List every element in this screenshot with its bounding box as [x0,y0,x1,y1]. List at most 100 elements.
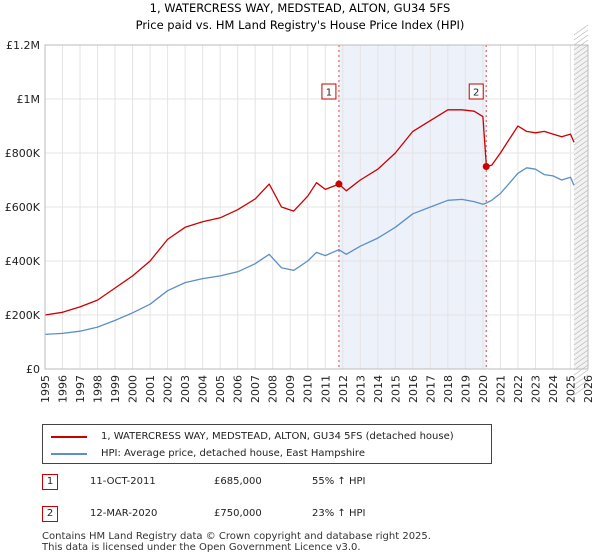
sale-badge-label: 1 [326,88,332,99]
sale-date: 12-MAR-2020 [90,508,158,519]
hatch-stroke [573,204,589,216]
hatch-stroke [573,209,589,221]
hatch-stroke [573,259,589,271]
hatch-stroke [573,219,589,231]
hatch-stroke [573,379,589,391]
attribution-line-1: Contains HM Land Registry data © Crown c… [42,531,431,542]
sale-badge-label: 2 [473,88,479,99]
hatch-stroke [573,319,589,331]
x-tick-label: 2026 [582,375,595,403]
hatch-stroke [573,24,589,36]
hatch-stroke [573,64,589,76]
sale-price: £685,000 [214,476,262,487]
hatch-stroke [573,49,589,61]
x-tick-label: 2005 [214,375,227,403]
hatch-stroke [573,224,589,236]
hatch-stroke [573,169,589,181]
hatch-stroke [573,214,589,226]
hatch-stroke [573,139,589,151]
hatch-stroke [573,69,589,81]
x-tick-label: 2017 [424,375,437,403]
hatch-stroke [573,164,589,176]
hatch-stroke [573,194,589,206]
sale-point [335,180,343,188]
hatch-stroke [573,369,589,381]
legend-label-hpi: HPI: Average price, detached house, East… [101,448,365,459]
sale-badge-box [468,83,484,100]
hatch-stroke [573,184,589,196]
sale-date: 11-OCT-2011 [90,476,156,487]
x-tick-label: 2004 [197,375,210,403]
legend-line-hpi [51,453,87,455]
sale-badge-marker: 2 [468,83,484,100]
x-tick-label: 2000 [127,375,140,403]
y-tick-label: £0 [26,363,40,376]
x-tick-label: 2022 [512,375,525,403]
hatch-stroke [573,329,589,341]
hatch-stroke [573,254,589,266]
x-tick-label: 2007 [249,375,262,403]
chart-title: 1, WATERCRESS WAY, MEDSTEAD, ALTON, GU34… [150,1,451,15]
hatch-stroke [573,149,589,161]
hatch-stroke [573,84,589,96]
sale-price: £750,000 [214,508,262,519]
hatch-stroke [573,349,589,361]
sale-badge: 1 [42,474,58,490]
x-tick-label: 1997 [74,375,87,403]
x-tick-label: 2001 [144,375,157,403]
x-tick-label: 2025 [564,375,577,403]
hatch-stroke [573,344,589,356]
hatch-stroke [573,189,589,201]
hatch-stroke [573,289,589,301]
sale-row: 1 11-OCT-2011 £685,000 55% ↑ HPI [42,474,562,492]
x-tick-label: 2011 [319,375,332,403]
hatch-stroke [573,174,589,186]
y-tick-label: £400K [5,255,41,268]
hatch-stroke [573,34,589,46]
x-tick-label: 2019 [459,375,472,403]
x-tick-label: 2016 [407,375,420,403]
y-tick-label: £1.2M [6,39,40,52]
sale-badge-box [321,83,337,100]
sale-hpi-change: 23% ↑ HPI [312,508,366,519]
x-tick-label: 2020 [477,375,490,403]
x-tick-label: 2012 [337,375,350,403]
x-tick-label: 2009 [284,375,297,403]
hatch-stroke [573,179,589,191]
property-price-line [44,109,575,316]
hatch-stroke [573,314,589,326]
hatch-stroke [573,29,589,41]
hatch-stroke [573,334,589,346]
hatch-stroke [573,239,589,251]
hatch-stroke [573,244,589,256]
hatch-stroke [573,114,589,126]
x-tick-label: 2002 [162,375,175,403]
hatch-stroke [573,74,589,86]
hatch-stroke [573,89,589,101]
hatch-stroke [573,324,589,336]
x-tick-label: 2010 [302,375,315,403]
hatch-stroke [573,309,589,321]
sale-badge-marker: 1 [321,83,337,100]
hatch-stroke [573,154,589,166]
x-tick-label: 1999 [109,375,122,403]
x-tick-label: 2023 [529,375,542,403]
attribution-line-2: This data is licensed under the Open Gov… [42,542,361,553]
sale-row: 2 12-MAR-2020 £750,000 23% ↑ HPI [42,506,562,524]
hatch-stroke [573,104,589,116]
hatch-stroke [573,299,589,311]
hatch-stroke [573,94,589,106]
hatch-stroke [573,374,589,386]
hatch-stroke [573,134,589,146]
x-tick-label: 2006 [232,375,245,403]
hatch-stroke [573,249,589,261]
x-tick-label: 2014 [372,375,385,403]
y-tick-label: £1M [17,93,41,106]
hatch-stroke [573,264,589,276]
x-tick-label: 2015 [389,375,402,403]
y-tick-label: £800K [5,147,41,160]
x-tick-label: 2008 [267,375,280,403]
hatch-stroke [573,339,589,351]
sale-point [482,163,490,170]
x-tick-label: 2013 [354,375,367,403]
